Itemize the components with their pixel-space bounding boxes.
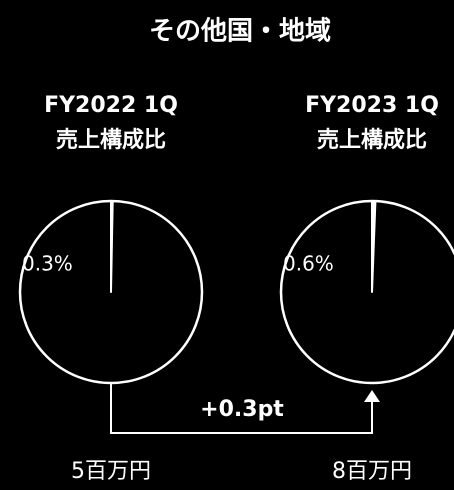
pie-slice [110, 199, 114, 293]
pie-caption: 8百万円 [332, 459, 412, 484]
value-label: 0.3% [22, 252, 73, 276]
annotation: +0.3pt [200, 397, 284, 422]
pie-outline [279, 199, 454, 385]
connector [110, 384, 373, 434]
pie-subtitle: 売上構成比 [317, 127, 427, 153]
page-title: その他国・地域 [149, 17, 331, 47]
pie-title: FY2023 1Q [305, 93, 439, 118]
value-label: 0.6% [283, 252, 334, 276]
arrow-head [364, 390, 380, 402]
pie-caption: 5百万円 [71, 459, 151, 484]
pie-title: FY2022 1Q [44, 93, 178, 118]
pie-subtitle: 売上構成比 [56, 127, 166, 153]
pie-slice [371, 200, 377, 293]
